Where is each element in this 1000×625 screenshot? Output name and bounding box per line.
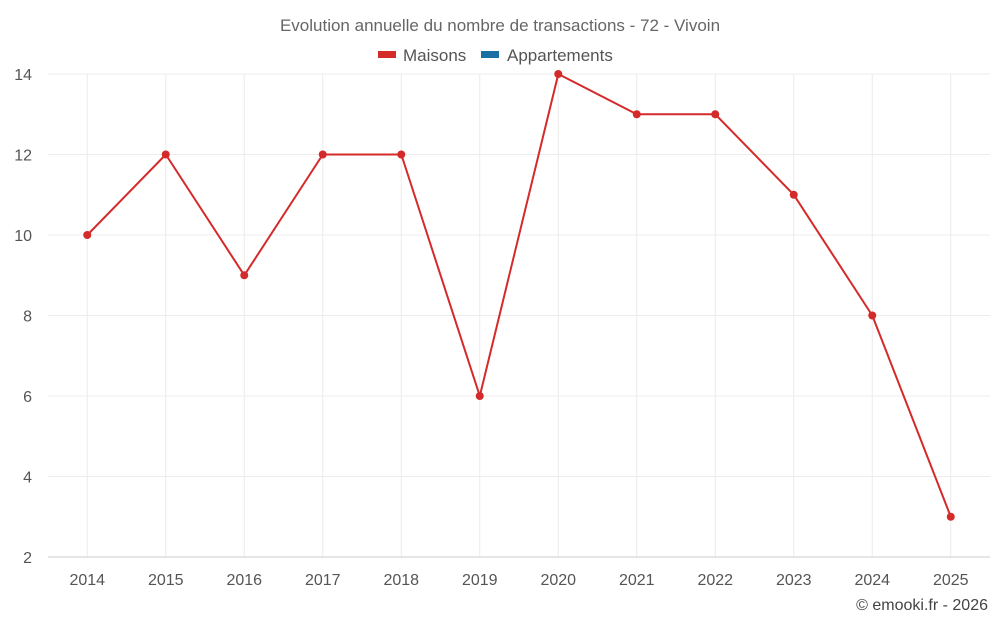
chart-title: Evolution annuelle du nombre de transact…: [280, 16, 720, 35]
credit-text: © emooki.fr - 2026: [856, 597, 988, 614]
y-axis-ticks: 2 4 6 8 10 12 14: [14, 67, 32, 567]
x-tick-label: 2017: [305, 572, 341, 589]
data-point-2025[interactable]: [946, 512, 955, 521]
x-tick-label: 2025: [933, 572, 969, 589]
y-tick-label: 4: [23, 470, 32, 487]
legend-item-appartements[interactable]: Appartements: [481, 46, 613, 65]
legend-label-appartements: Appartements: [507, 46, 613, 65]
x-tick-label: 2021: [619, 572, 655, 589]
data-point-2017[interactable]: [318, 150, 327, 159]
x-tick-label: 2022: [697, 572, 733, 589]
y-tick-label: 2: [23, 550, 32, 567]
y-tick-label: 14: [14, 67, 32, 84]
y-tick-label: 10: [14, 228, 32, 245]
y-tick-label: 12: [14, 148, 32, 165]
data-point-2014[interactable]: [83, 231, 92, 239]
data-point-2023[interactable]: [789, 190, 798, 199]
y-gridlines: [48, 73, 990, 477]
series-maisons: [83, 70, 955, 521]
legend-label-maisons: Maisons: [403, 46, 466, 65]
x-tick-label: 2014: [69, 572, 105, 589]
x-tick-label: 2024: [854, 572, 890, 589]
legend-swatch-maisons: [378, 51, 396, 58]
legend-item-maisons[interactable]: Maisons: [378, 46, 466, 65]
x-tick-label: 2023: [776, 572, 812, 589]
data-point-2016[interactable]: [240, 271, 249, 280]
series-line-maisons: [86, 73, 952, 518]
legend: Maisons Appartements: [378, 46, 613, 65]
data-point-2015[interactable]: [161, 150, 170, 159]
x-axis-ticks: 2014 2015 2016 2017 2018 2019 2020 2021 2022 2023…: [69, 572, 968, 589]
x-tick-label: 2018: [383, 572, 419, 589]
legend-swatch-appartements: [481, 51, 499, 58]
x-tick-label: 2015: [148, 572, 184, 589]
y-tick-label: 6: [23, 389, 32, 406]
data-point-2024[interactable]: [868, 311, 877, 320]
x-tick-label: 2020: [540, 572, 576, 589]
data-point-2021[interactable]: [632, 110, 641, 119]
data-point-2020[interactable]: [554, 70, 563, 78]
data-point-2018[interactable]: [397, 150, 406, 159]
data-point-2019[interactable]: [475, 392, 484, 400]
x-tick-label: 2016: [226, 572, 262, 589]
data-point-2022[interactable]: [711, 110, 720, 119]
y-tick-label: 8: [23, 309, 32, 326]
x-tick-label: 2019: [462, 572, 498, 589]
